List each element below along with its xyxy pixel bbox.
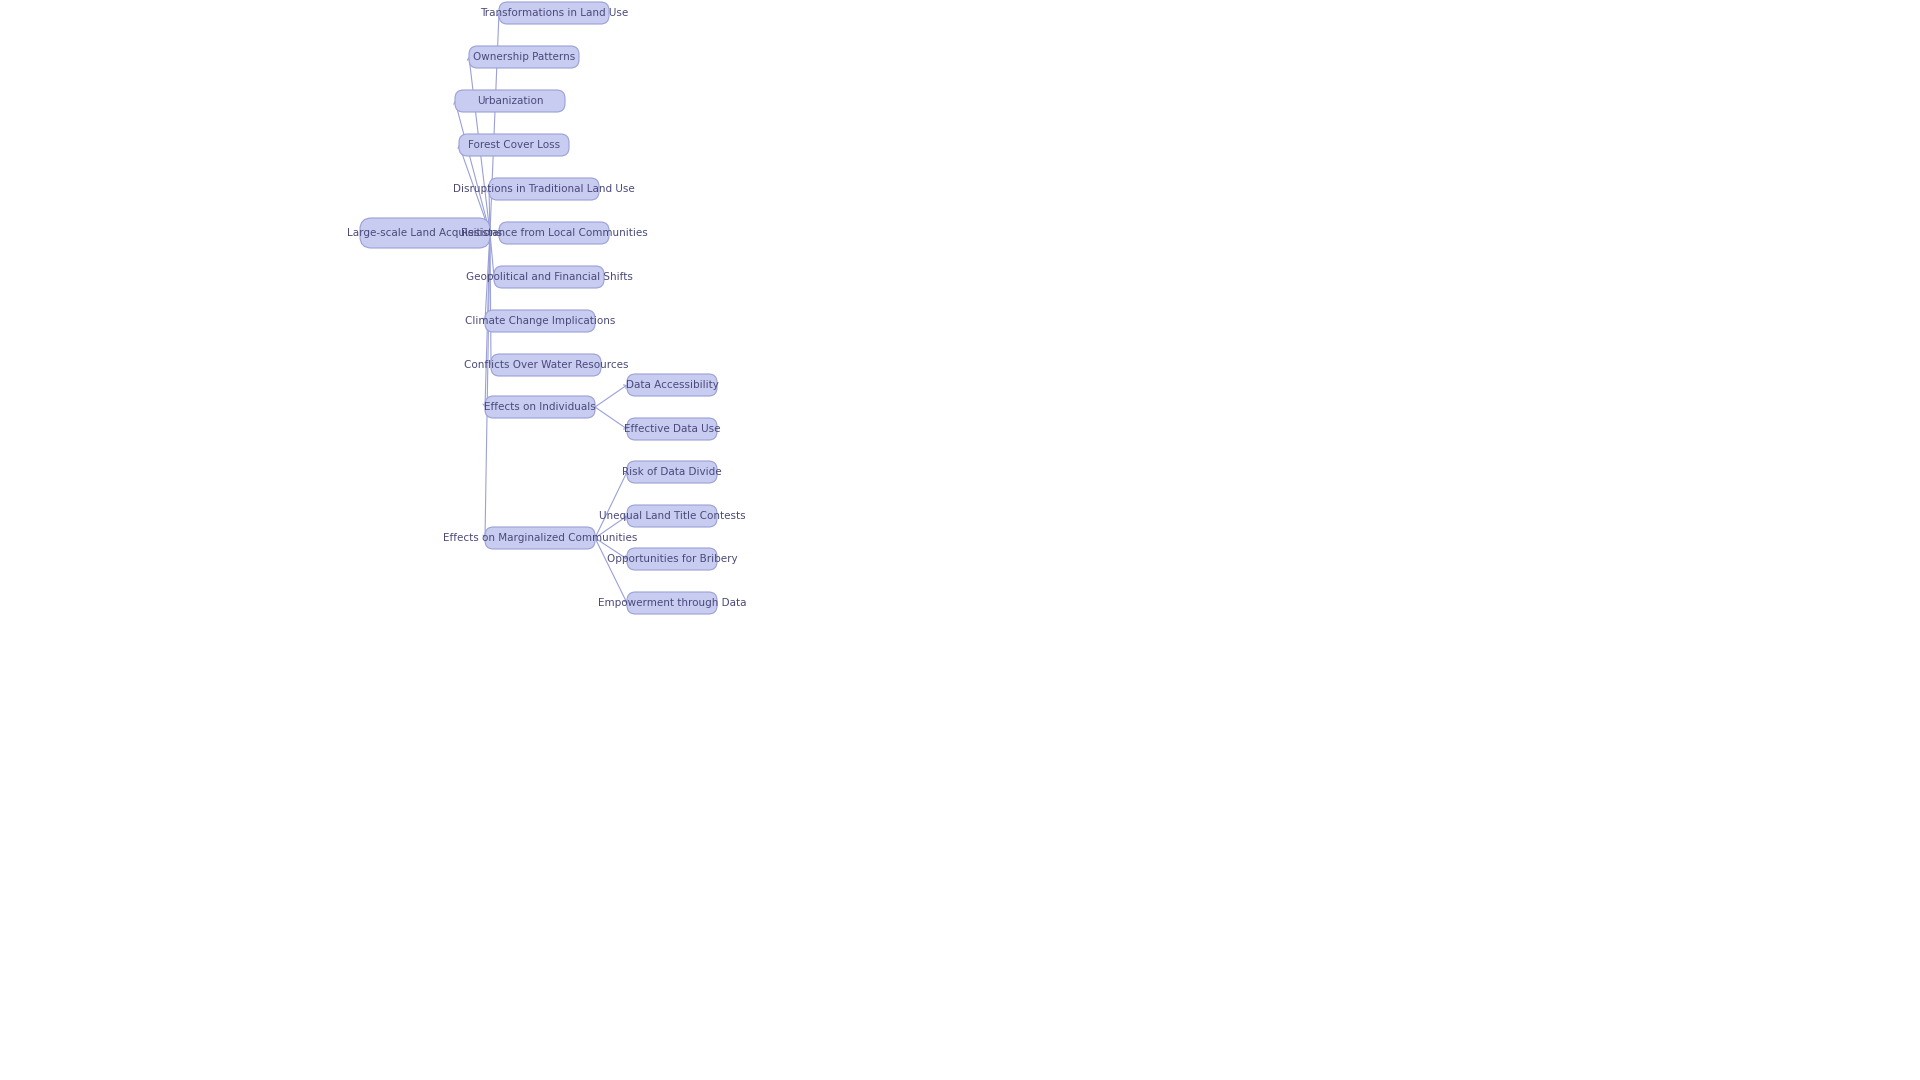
FancyBboxPatch shape <box>499 2 609 24</box>
Text: Effects on Individuals: Effects on Individuals <box>484 402 595 411</box>
FancyBboxPatch shape <box>628 374 716 396</box>
Text: Opportunities for Bribery: Opportunities for Bribery <box>607 554 737 564</box>
FancyBboxPatch shape <box>361 218 490 248</box>
FancyBboxPatch shape <box>455 90 564 112</box>
Text: Geopolitical and Financial Shifts: Geopolitical and Financial Shifts <box>465 272 632 282</box>
FancyBboxPatch shape <box>628 505 716 527</box>
Text: Climate Change Implications: Climate Change Implications <box>465 316 614 326</box>
Text: Risk of Data Divide: Risk of Data Divide <box>622 467 722 477</box>
Text: Unequal Land Title Contests: Unequal Land Title Contests <box>599 511 745 521</box>
Text: Forest Cover Loss: Forest Cover Loss <box>468 140 561 150</box>
FancyBboxPatch shape <box>628 592 716 615</box>
Text: Empowerment through Data: Empowerment through Data <box>597 598 747 608</box>
Text: Effective Data Use: Effective Data Use <box>624 424 720 434</box>
FancyBboxPatch shape <box>459 134 568 156</box>
FancyBboxPatch shape <box>486 396 595 418</box>
FancyBboxPatch shape <box>628 418 716 440</box>
Text: Transformations in Land Use: Transformations in Land Use <box>480 8 628 18</box>
FancyBboxPatch shape <box>628 548 716 570</box>
FancyBboxPatch shape <box>492 354 601 376</box>
FancyBboxPatch shape <box>490 178 599 200</box>
Text: Urbanization: Urbanization <box>476 96 543 106</box>
Text: Effects on Marginalized Communities: Effects on Marginalized Communities <box>444 534 637 543</box>
FancyBboxPatch shape <box>628 461 716 483</box>
FancyBboxPatch shape <box>499 222 609 244</box>
FancyBboxPatch shape <box>493 266 605 288</box>
Text: Resistance from Local Communities: Resistance from Local Communities <box>461 228 647 238</box>
Text: Large-scale Land Acquisitions: Large-scale Land Acquisitions <box>348 228 503 238</box>
Text: Disruptions in Traditional Land Use: Disruptions in Traditional Land Use <box>453 184 636 194</box>
FancyBboxPatch shape <box>486 527 595 549</box>
Text: Conflicts Over Water Resources: Conflicts Over Water Resources <box>465 360 628 370</box>
FancyBboxPatch shape <box>486 310 595 332</box>
Text: Data Accessibility: Data Accessibility <box>626 380 718 390</box>
Text: Ownership Patterns: Ownership Patterns <box>472 52 576 62</box>
FancyBboxPatch shape <box>468 46 580 68</box>
